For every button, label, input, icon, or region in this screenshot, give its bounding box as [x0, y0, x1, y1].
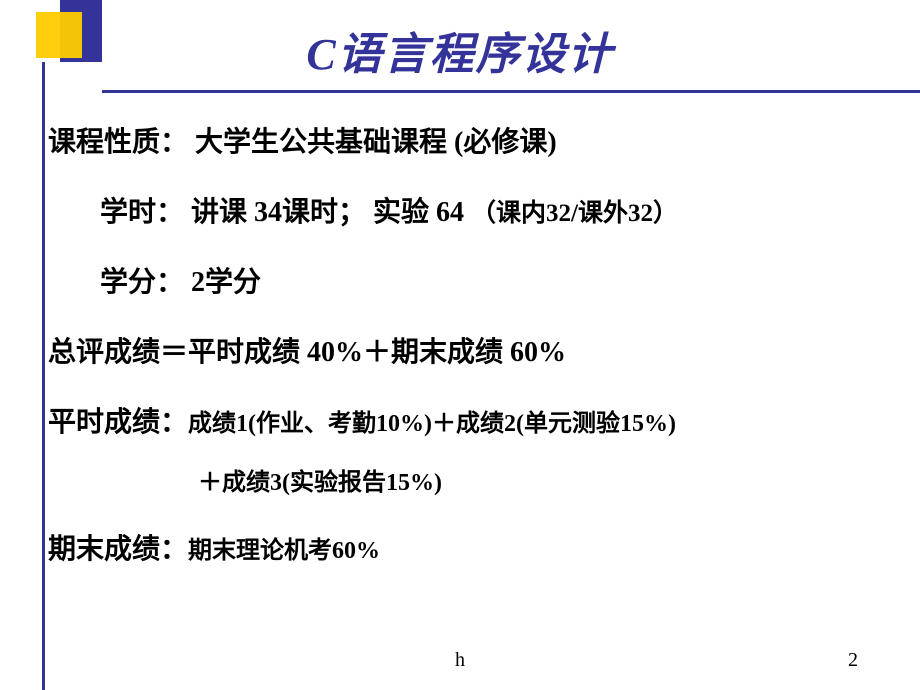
- line-total-grade: 总评成绩＝平时成绩 40%＋期末成绩 60%: [48, 330, 878, 370]
- footer-center: h: [455, 649, 465, 672]
- value-final-grade: 期末理论机考60%: [188, 538, 380, 564]
- footer-page-number: 2: [848, 649, 858, 672]
- label-usual-grade: 平时成绩：: [48, 407, 188, 438]
- line-usual-grade-cont: ＋成绩3(实验报告15%): [48, 462, 878, 497]
- value-hours-main: 讲课 34课时； 实验 64: [191, 197, 464, 228]
- title-text: 语言程序设计: [338, 30, 614, 79]
- horizontal-line: [102, 90, 920, 93]
- line-credits: 学分： 2学分: [48, 260, 878, 300]
- text-total-grade: 总评成绩＝平时成绩 40%＋期末成绩 60%: [48, 337, 566, 368]
- value-course-type: 大学生公共基础课程 (必修课): [195, 127, 557, 158]
- label-hours: 学时：: [100, 197, 184, 228]
- label-final-grade: 期末成绩：: [48, 534, 188, 565]
- value-hours-note: （课内32/课外32）: [471, 200, 678, 227]
- label-credits: 学分：: [100, 267, 184, 298]
- line-usual-grade: 平时成绩：成绩1(作业、考勤10%)＋成绩2(单元测验15%): [48, 400, 878, 440]
- line-course-type: 课程性质： 大学生公共基础课程 (必修课): [48, 120, 878, 160]
- content-area: 课程性质： 大学生公共基础课程 (必修课) 学时： 讲课 34课时； 实验 64…: [48, 120, 878, 597]
- value-usual-grade-cont: ＋成绩3(实验报告15%): [198, 470, 442, 496]
- value-credits: 2学分: [191, 267, 261, 298]
- line-final-grade: 期末成绩：期末理论机考60%: [48, 527, 878, 567]
- yellow-square: [36, 12, 82, 58]
- line-hours: 学时： 讲课 34课时； 实验 64 （课内32/课外32）: [48, 190, 878, 230]
- value-usual-grade: 成绩1(作业、考勤10%)＋成绩2(单元测验15%): [188, 411, 676, 437]
- label-course-type: 课程性质：: [48, 127, 188, 158]
- vertical-line: [42, 62, 45, 690]
- title-c-letter: C: [306, 30, 337, 79]
- page-title: C语言程序设计: [0, 0, 920, 82]
